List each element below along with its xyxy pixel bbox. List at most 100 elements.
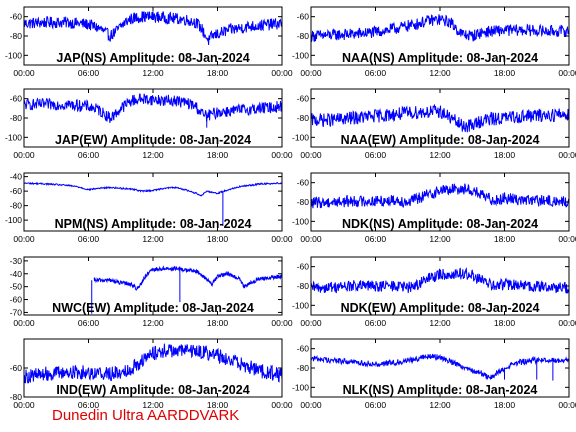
y-tick-label: -40 <box>10 172 23 182</box>
panel-title: NDK(NS) Amplitude: 08-Jan-2024 <box>342 217 538 231</box>
chart-panel: -60 -80 -100 00:00 06:00 12:00 18:00 00:00 JAP(N… <box>5 6 293 78</box>
x-tick-label: 00:00 <box>13 400 35 410</box>
x-tick-label: 18:00 <box>494 400 516 410</box>
chart-panel: -60 -80 -100 00:00 06:00 12:00 18:00 00:00 JAP(E… <box>5 88 293 160</box>
y-tick-label: -80 <box>297 363 310 373</box>
x-tick-label: 00:00 <box>558 318 576 328</box>
y-tick-label: -60 <box>297 12 310 22</box>
chart-panel: -60 -80 -100 00:00 06:00 12:00 18:00 00:00 NAA(N… <box>292 6 576 78</box>
y-tick-label: -70 <box>10 307 23 317</box>
x-tick-label: 06:00 <box>78 318 100 328</box>
y-tick-label: -60 <box>297 178 310 188</box>
panel-title: NWC(EW) Amplitude: 08-Jan-2024 <box>52 301 254 315</box>
x-tick-label: 06:00 <box>365 234 387 244</box>
y-tick-label: -100 <box>5 132 22 142</box>
x-tick-label: 18:00 <box>207 234 229 244</box>
series-trace <box>93 265 282 291</box>
x-tick-label: 18:00 <box>494 234 516 244</box>
x-tick-label: 00:00 <box>558 400 576 410</box>
x-tick-label: 12:00 <box>429 318 451 328</box>
panel-title: IND(EW) Amplitude: 08-Jan-2024 <box>56 383 249 397</box>
x-tick-label: 00:00 <box>300 400 322 410</box>
y-tick-label: -100 <box>5 50 22 60</box>
x-tick-label: 12:00 <box>142 318 164 328</box>
y-tick-label: -80 <box>10 201 23 211</box>
panel-title: NDK(EW) Amplitude: 08-Jan-2024 <box>341 301 540 315</box>
y-tick-label: -100 <box>292 382 309 392</box>
x-tick-label: 06:00 <box>78 400 100 410</box>
x-tick-label: 12:00 <box>429 150 451 160</box>
x-tick-label: 00:00 <box>271 68 293 78</box>
x-tick-label: 00:00 <box>13 150 35 160</box>
y-tick-label: -80 <box>297 113 310 123</box>
x-tick-label: 18:00 <box>207 318 229 328</box>
y-tick-label: -50 <box>10 282 23 292</box>
panel-title: NPM(NS) Amplitude: 08-Jan-2024 <box>55 217 252 231</box>
series-trace <box>311 103 569 133</box>
x-tick-label: 12:00 <box>142 234 164 244</box>
x-tick-label: 18:00 <box>207 400 229 410</box>
y-tick-label: -80 <box>297 31 310 41</box>
series-trace <box>311 14 569 42</box>
x-tick-label: 06:00 <box>365 400 387 410</box>
series-trace <box>311 353 569 381</box>
chart-panel: -60 -80 -100 00:00 06:00 12:00 18:00 00:00 NDK(N… <box>292 172 576 244</box>
y-tick-label: -100 <box>292 132 309 142</box>
y-tick-label: -80 <box>10 31 23 41</box>
y-tick-label: -60 <box>297 262 310 272</box>
x-tick-label: 00:00 <box>300 318 322 328</box>
y-tick-label: -100 <box>5 215 22 225</box>
y-tick-label: -40 <box>10 269 23 279</box>
x-tick-label: 18:00 <box>494 150 516 160</box>
panel-title: NLK(NS) Amplitude: 08-Jan-2024 <box>343 383 538 397</box>
x-tick-label: 00:00 <box>13 234 35 244</box>
panel-title: NAA(NS) Amplitude: 08-Jan-2024 <box>342 51 538 65</box>
y-tick-label: -60 <box>297 94 310 104</box>
x-tick-label: 18:00 <box>494 68 516 78</box>
x-tick-label: 12:00 <box>142 400 164 410</box>
x-tick-label: 00:00 <box>271 150 293 160</box>
x-tick-label: 18:00 <box>207 68 229 78</box>
series-trace <box>24 93 282 123</box>
x-tick-label: 00:00 <box>271 318 293 328</box>
series-trace <box>311 183 569 209</box>
x-tick-label: 12:00 <box>142 150 164 160</box>
panel-title: NAA(EW) Amplitude: 08-Jan-2024 <box>341 133 540 147</box>
chart-panel: -60 -80 -100 00:00 06:00 12:00 18:00 00:00 NLK(N… <box>292 338 576 410</box>
x-tick-label: 06:00 <box>78 234 100 244</box>
y-tick-label: -60 <box>10 363 23 373</box>
x-tick-label: 00:00 <box>13 318 35 328</box>
x-tick-label: 00:00 <box>271 400 293 410</box>
series-trace <box>311 267 569 294</box>
y-tick-label: -30 <box>10 256 23 266</box>
x-tick-label: 18:00 <box>494 318 516 328</box>
x-tick-label: 00:00 <box>558 234 576 244</box>
series-trace <box>24 343 282 384</box>
y-tick-label: -100 <box>292 50 309 60</box>
x-tick-label: 06:00 <box>365 68 387 78</box>
y-tick-label: -80 <box>10 392 23 402</box>
y-tick-label: -80 <box>297 197 310 207</box>
x-tick-label: 12:00 <box>429 68 451 78</box>
x-tick-label: 00:00 <box>558 68 576 78</box>
y-tick-label: -60 <box>297 344 310 354</box>
y-tick-label: -80 <box>297 281 310 291</box>
y-tick-label: -60 <box>10 186 23 196</box>
x-tick-label: 06:00 <box>365 150 387 160</box>
series-trace <box>24 11 282 46</box>
x-tick-label: 12:00 <box>142 68 164 78</box>
series-trace <box>24 181 282 197</box>
y-tick-label: -60 <box>10 94 23 104</box>
chart-panel: -60 -80 -100 00:00 06:00 12:00 18:00 00:00 NAA(E… <box>292 88 576 160</box>
chart-panel: -60 -80 -100 00:00 06:00 12:00 18:00 00:00 NDK(E… <box>292 256 576 328</box>
y-tick-label: -100 <box>292 216 309 226</box>
x-tick-label: 00:00 <box>558 150 576 160</box>
x-tick-label: 00:00 <box>300 234 322 244</box>
panel-title: JAP(EW) Amplitude: 08-Jan-2024 <box>55 133 251 147</box>
x-tick-label: 06:00 <box>365 318 387 328</box>
x-tick-label: 00:00 <box>271 234 293 244</box>
footer-credit: Dunedin Ultra AARDDVARK <box>52 407 240 424</box>
panel-title: JAP(NS) Amplitude: 08-Jan-2024 <box>56 51 249 65</box>
